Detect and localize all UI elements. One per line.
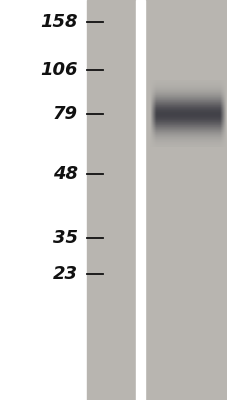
Text: 79: 79 (52, 105, 77, 123)
Text: 23: 23 (52, 265, 77, 283)
Text: 35: 35 (52, 229, 77, 247)
Bar (86, 0, 135, 400)
Text: 158: 158 (40, 13, 77, 31)
Bar (135, 0, 144, 400)
Text: 106: 106 (40, 61, 77, 79)
Text: 48: 48 (52, 165, 77, 183)
Bar (144, 0, 227, 400)
